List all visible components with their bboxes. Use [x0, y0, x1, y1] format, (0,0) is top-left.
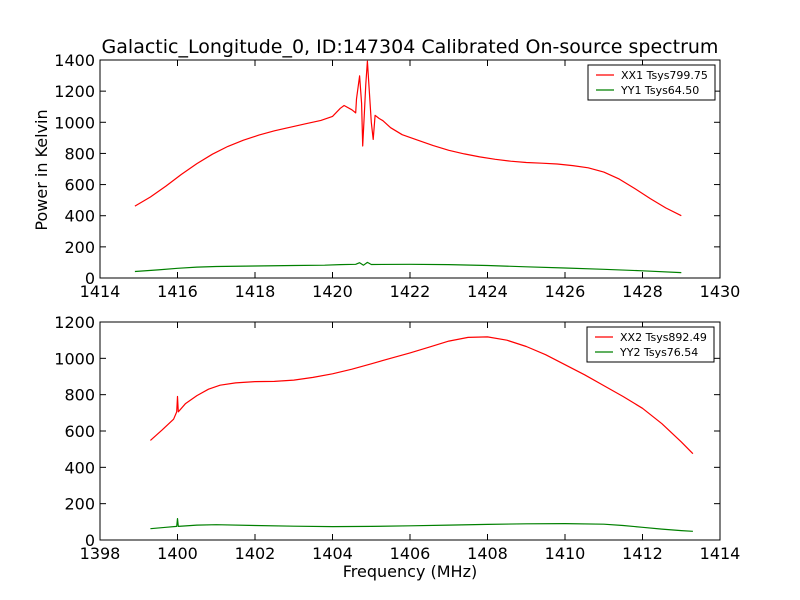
bottom-x-tick-label: 1402: [235, 544, 276, 563]
y-axis-title: Power in Kelvin: [32, 109, 51, 230]
bottom-legend-label: XX2 Tsys892.49: [620, 331, 707, 344]
top-legend-label: XX1 Tsys799.75: [621, 69, 708, 82]
bottom-y-tick-label: 600: [64, 422, 95, 441]
bottom-y-tick-label: 0: [85, 531, 95, 550]
top-x-tick-label: 1416: [157, 282, 198, 301]
top-y-tick-label: 200: [64, 238, 95, 257]
top-x-tick-label: 1430: [700, 282, 741, 301]
top-x-tick-label: 1428: [622, 282, 663, 301]
top-x-tick-label: 1420: [312, 282, 353, 301]
top-x-tick-label: 1422: [390, 282, 431, 301]
top-y-tick-label: 1200: [54, 82, 95, 101]
bottom-y-tick-label: 400: [64, 458, 95, 477]
top-y-tick-label: 0: [85, 269, 95, 288]
bottom-x-tick-label: 1398: [80, 544, 121, 563]
top-y-tick-label: 400: [64, 207, 95, 226]
top-y-tick-label: 1400: [54, 51, 95, 70]
top-x-tick-label: 1424: [467, 282, 508, 301]
top-series-xx1-line: [134, 60, 682, 217]
bottom-x-tick-label: 1406: [390, 544, 431, 563]
top-legend-box: [587, 64, 716, 101]
bottom-y-tick-label: 200: [64, 495, 95, 514]
top-legend: XX1 Tsys799.75 YY1 Tsys64.50: [587, 64, 716, 101]
bottom-series-xx2-line: [150, 336, 694, 455]
top-y-tick-label: 600: [64, 176, 95, 195]
bottom-series-yy2-line: [150, 518, 693, 532]
x-axis-title: Frequency (MHz): [343, 562, 477, 581]
bottom-y-tick-label: 800: [64, 386, 95, 405]
top-y-tick-label: 800: [64, 144, 95, 163]
top-x-tick-label: 1414: [80, 282, 121, 301]
bottom-legend-label: YY2 Tsys76.54: [619, 346, 698, 359]
bottom-x-tick-label: 1412: [622, 544, 663, 563]
bottom-x-tick-label: 1400: [157, 544, 198, 563]
bottom-x-tick-label: 1414: [700, 544, 741, 563]
bottom-x-tick-label: 1404: [312, 544, 353, 563]
top-y-tick-label: 1000: [54, 113, 95, 132]
top-x-tick-label: 1418: [235, 282, 276, 301]
bottom-x-tick-label: 1408: [467, 544, 508, 563]
bottom-legend-box: [586, 326, 715, 363]
bottom-legend: XX2 Tsys892.49 YY2 Tsys76.54: [586, 326, 715, 363]
top-series-yy1-line: [134, 261, 682, 274]
top-x-tick-label: 1426: [545, 282, 586, 301]
bottom-panel: 1398 1400 1402 1404 1406 1408 1410 1412 1414 0 200…: [54, 313, 740, 563]
bottom-y-tick-label: 1000: [54, 349, 95, 368]
bottom-y-tick-label: 1200: [54, 313, 95, 332]
bottom-x-tick-label: 1410: [545, 544, 586, 563]
top-panel: 1414 1416 1418 1420 1422 1424 1426 1428 1430 0 200…: [54, 51, 740, 301]
figure-title: Galactic_Longitude_0, ID:147304 Calibrat…: [102, 36, 719, 58]
top-legend-label: YY1 Tsys64.50: [620, 84, 699, 97]
